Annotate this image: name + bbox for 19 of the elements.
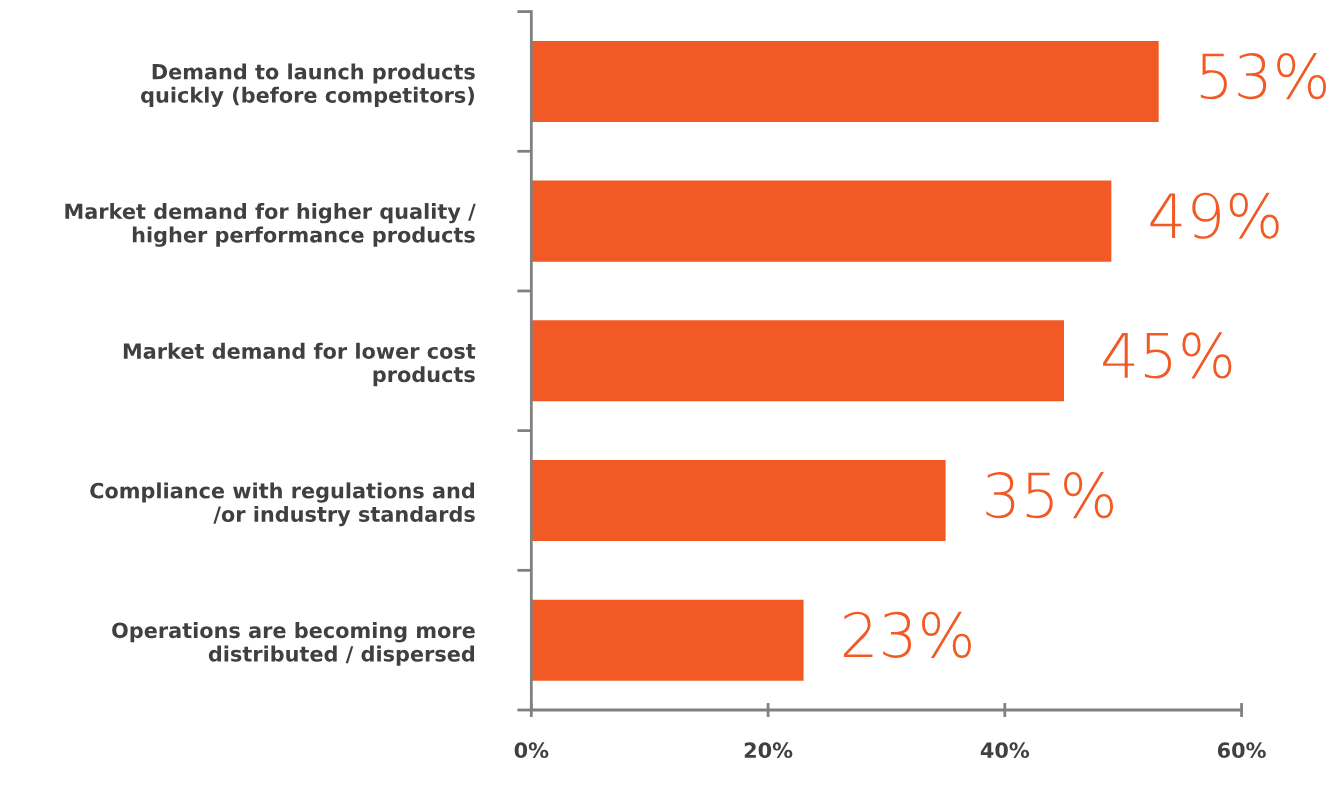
data-label: 49%	[1150, 192, 1279, 239]
data-label: 53%	[1200, 52, 1327, 100]
y-tick-label: Compliance with regulations and /or industry standards	[90, 482, 475, 527]
y-tick-label: Market demand for higher quality / higher performance products	[65, 203, 476, 247]
bar	[531, 599, 804, 681]
y-tick-label: Market demand for lower cost products	[123, 342, 476, 387]
bar	[531, 459, 946, 541]
bar	[531, 40, 1159, 122]
x-tick-label: 60%	[1217, 742, 1266, 759]
x-tick-label: 20%	[744, 742, 793, 759]
data-label: 45%	[1103, 332, 1232, 379]
data-label: 35%	[986, 471, 1113, 519]
x-tick-label: 40%	[980, 742, 1030, 759]
bar	[531, 180, 1112, 262]
x-tick-label: 0%	[514, 742, 549, 759]
bar	[531, 320, 1064, 402]
data-label: 23%	[843, 611, 971, 658]
y-tick-label: Demand to launch products quickly (before competitors)	[141, 63, 475, 108]
y-tick-label: Operations are becoming more distributed / dispersed	[112, 622, 475, 666]
